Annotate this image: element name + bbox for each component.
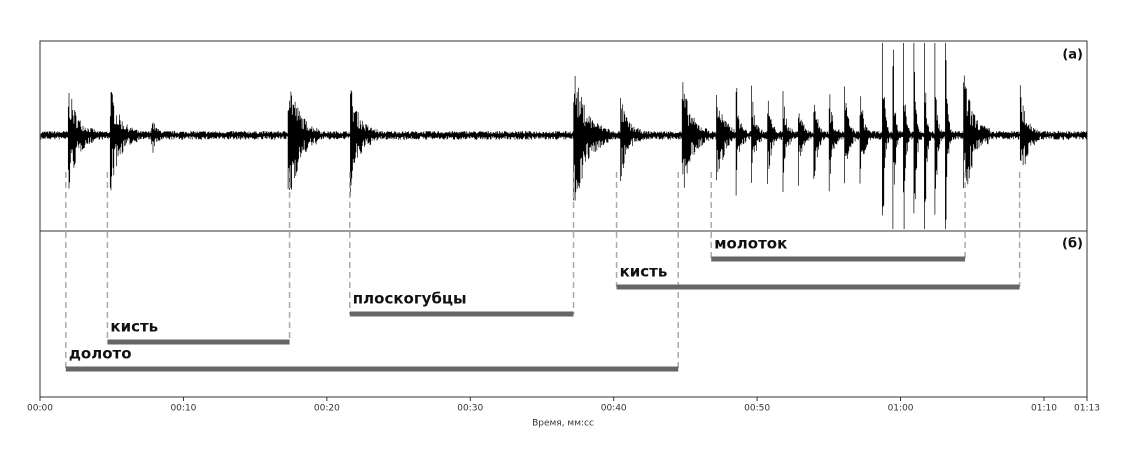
x-tick-label: 01:00 xyxy=(888,404,914,414)
x-tick-label: 01:13 xyxy=(1074,404,1100,414)
timeline-panel xyxy=(39,230,1088,398)
task-label: плоскогубцы xyxy=(353,290,467,308)
waveform xyxy=(40,43,1088,229)
x-tick-label: 00:10 xyxy=(170,404,196,414)
x-tick-label: 00:30 xyxy=(457,404,483,414)
x-axis-label: Время, мм:сс xyxy=(532,419,594,429)
task-bar xyxy=(107,339,290,345)
panel-label: (а) xyxy=(1062,48,1083,63)
x-tick-label: 00:40 xyxy=(601,404,627,414)
x-tick-label: 01:10 xyxy=(1031,404,1057,414)
task-label: молоток xyxy=(714,235,787,253)
task-bar xyxy=(711,256,966,262)
task-bar xyxy=(65,366,679,372)
task-bar xyxy=(616,284,1020,290)
task-bar xyxy=(349,311,574,317)
task-label: долото xyxy=(69,345,132,363)
panel-label: (б) xyxy=(1062,237,1083,252)
x-tick-label: 00:00 xyxy=(27,404,53,414)
task-label: кисть xyxy=(620,263,668,281)
x-tick-label: 00:20 xyxy=(314,404,340,414)
task-label: кисть xyxy=(110,318,158,336)
waveform-trace xyxy=(40,43,1088,229)
x-tick-label: 00:50 xyxy=(744,404,770,414)
